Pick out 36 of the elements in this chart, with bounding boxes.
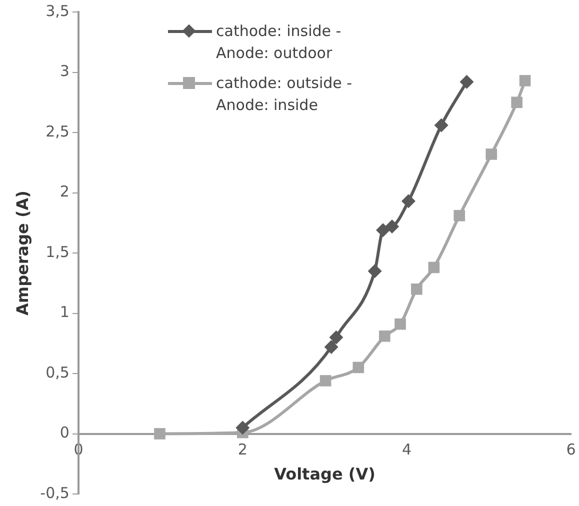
- y-tick-label: 3,5: [46, 2, 70, 20]
- point: [394, 318, 406, 330]
- point: [411, 283, 422, 295]
- y-tick-label: 1,5: [46, 242, 70, 261]
- x-axis-title: Voltage (V): [274, 464, 376, 484]
- point: [368, 264, 382, 278]
- y-tick-label: 0,5: [46, 363, 70, 382]
- point: [454, 210, 466, 222]
- point: [511, 96, 522, 108]
- point: [379, 330, 390, 342]
- y-tick-label: 2,5: [46, 122, 70, 140]
- y-axis-title: Amperage (A): [12, 190, 32, 316]
- y-tick-label: 0: [60, 424, 70, 442]
- y-tick-label: 1: [60, 303, 70, 322]
- point: [460, 74, 474, 89]
- x-tick-label: 2: [238, 440, 248, 459]
- point: [236, 420, 250, 435]
- y-tick-label: 3: [60, 62, 70, 80]
- point: [486, 148, 498, 160]
- point: [434, 118, 448, 132]
- point: [519, 75, 531, 86]
- point: [320, 375, 332, 386]
- x-tick-label: 4: [402, 440, 412, 459]
- point: [401, 194, 416, 208]
- x-tick-label: 6: [566, 440, 576, 459]
- y-tick-label: 2: [60, 182, 70, 201]
- point: [352, 362, 364, 374]
- point: [385, 219, 400, 234]
- legend-label: cathode: outside - Anode: inside: [216, 73, 354, 116]
- point: [428, 262, 440, 274]
- point: [324, 340, 338, 354]
- point: [329, 330, 344, 344]
- y-tick-label: -0,5: [40, 484, 70, 502]
- legend-label: cathode: inside - Anode: outdoor: [216, 21, 342, 64]
- point: [154, 428, 166, 440]
- point: [376, 223, 390, 238]
